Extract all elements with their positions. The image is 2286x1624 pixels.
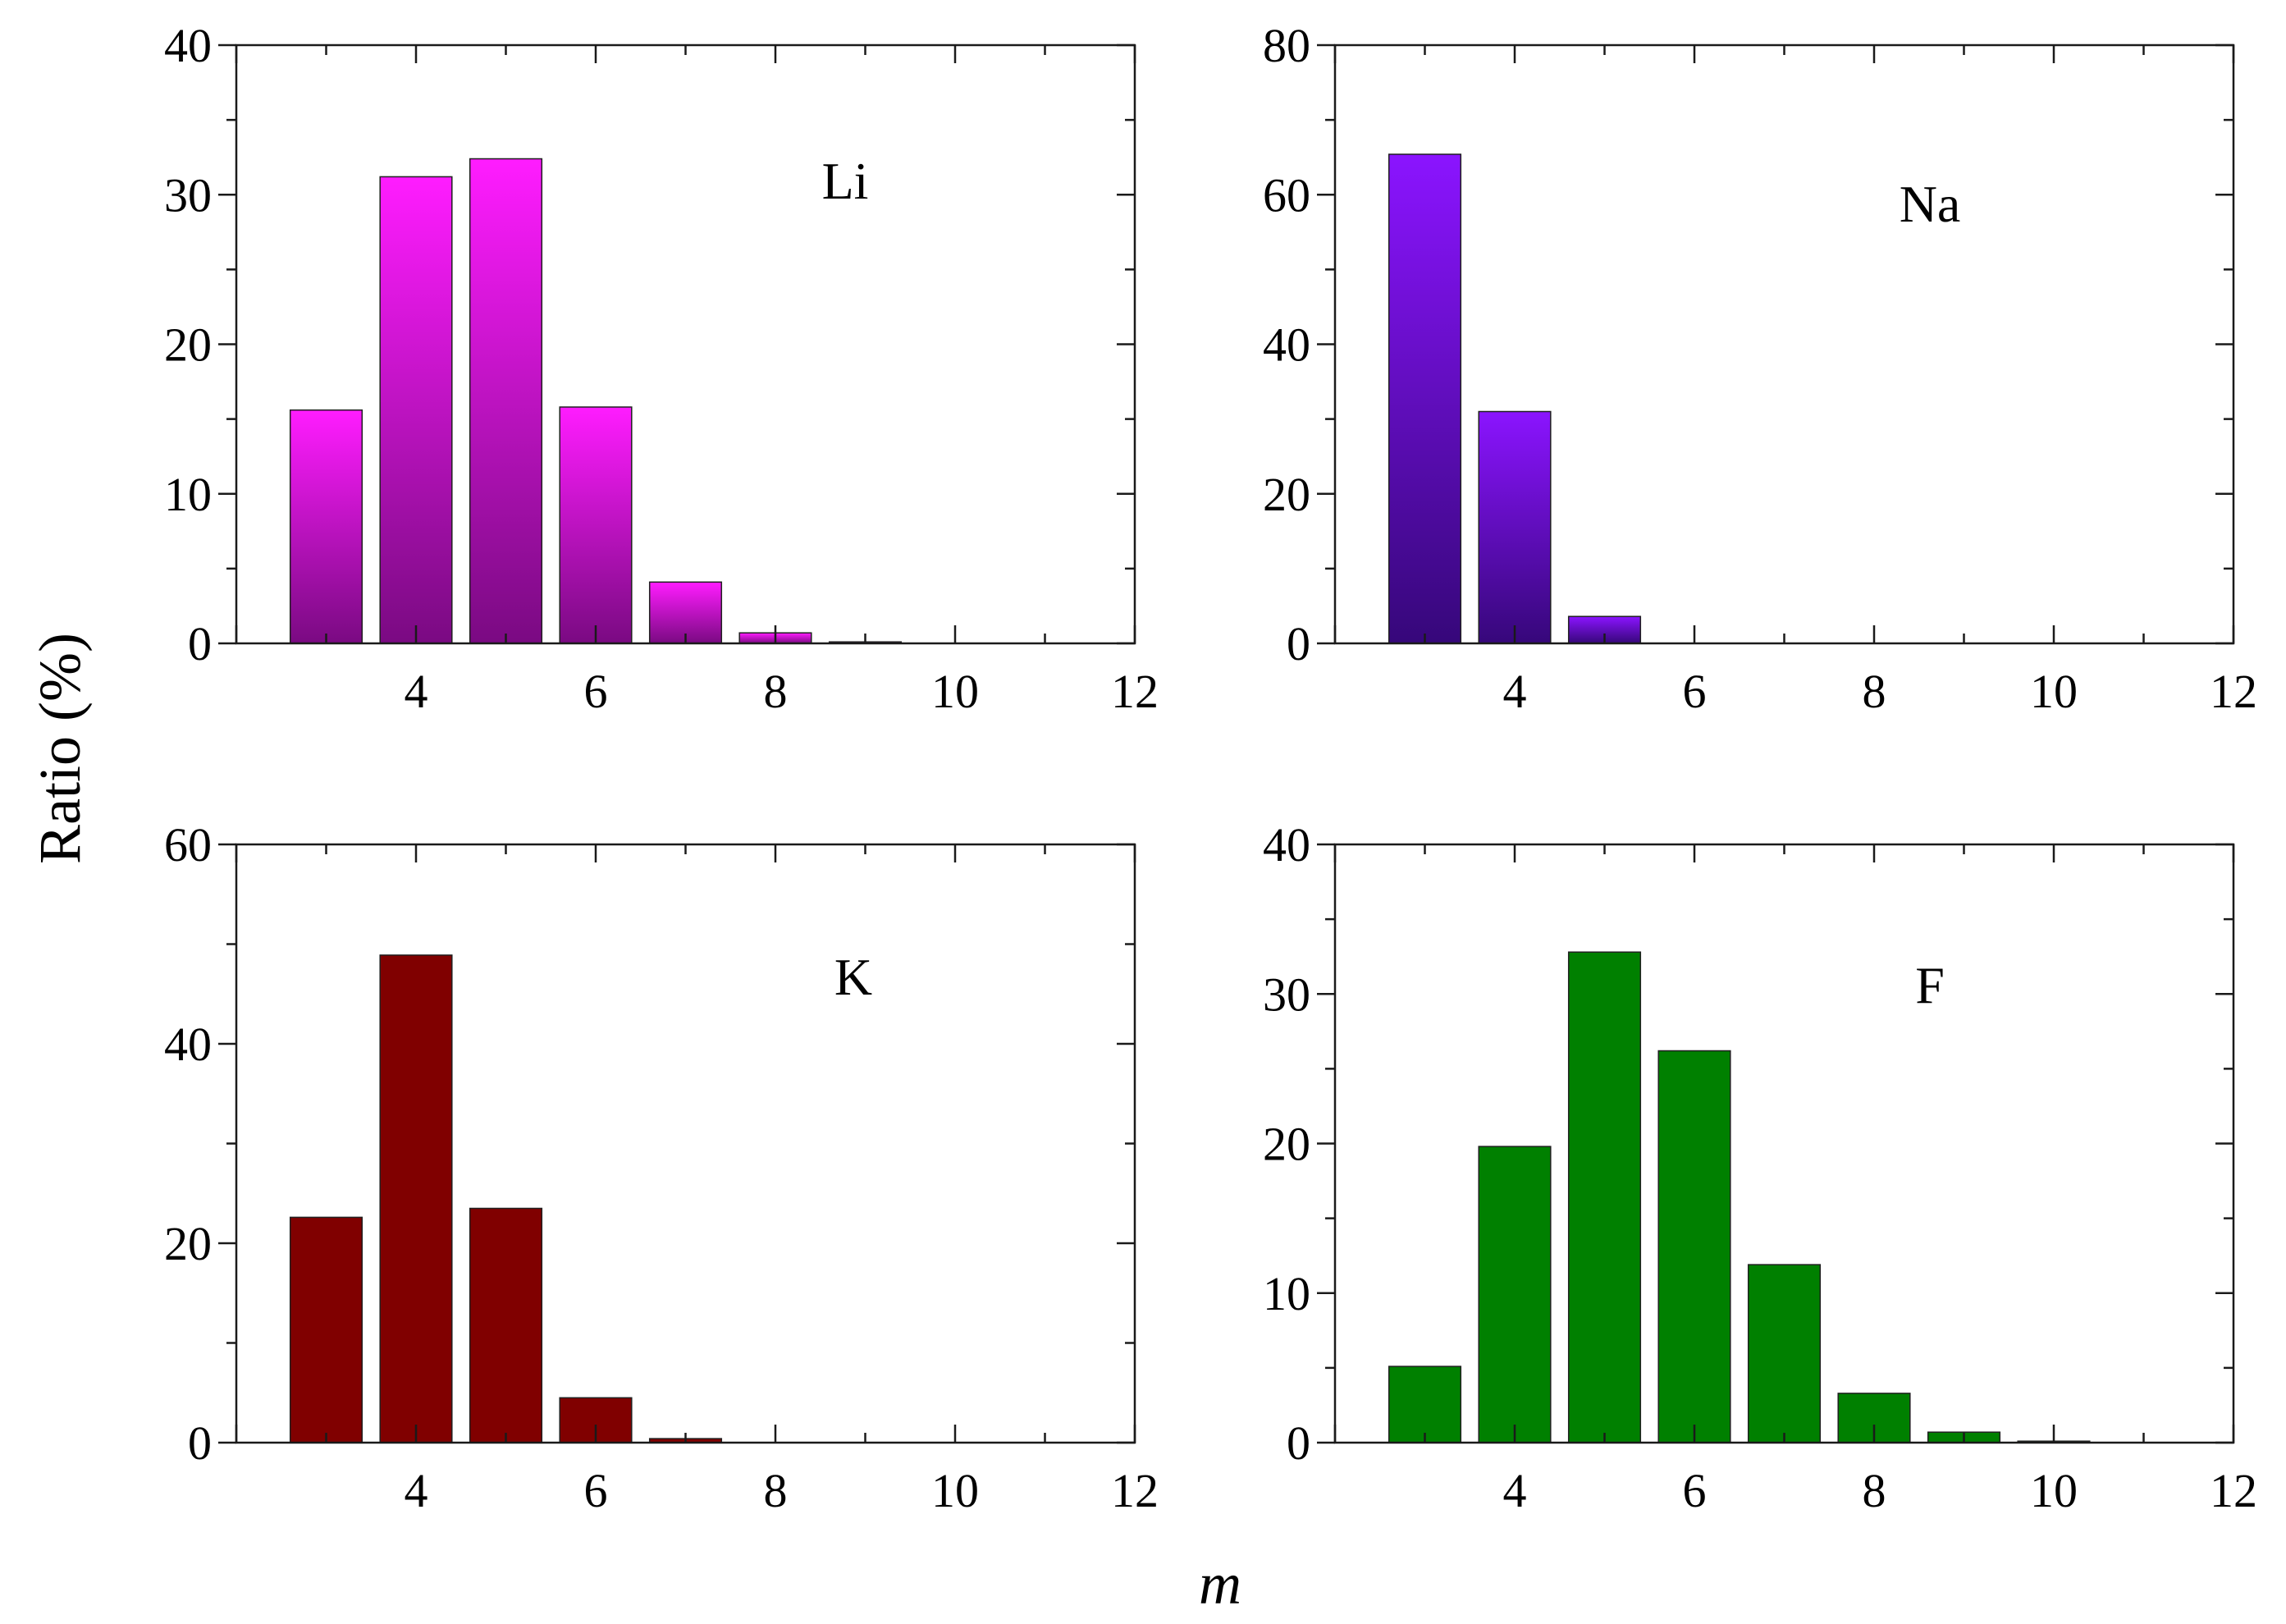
plot-frame xyxy=(235,843,1136,1444)
y-tick-label: 40 xyxy=(1263,818,1310,871)
x-tick-label: 6 xyxy=(584,1464,608,1517)
chart-panel-na: 4 6 8 10 12 0 20 40 60 80 Na xyxy=(1263,19,2257,718)
x-tick-label: 8 xyxy=(764,665,788,718)
bar-k-m3 xyxy=(289,1216,363,1443)
y-tick-label: 40 xyxy=(1263,318,1310,372)
bar-k-m5 xyxy=(469,1207,543,1443)
bar-li-m4 xyxy=(379,176,453,644)
y-tick-label: 20 xyxy=(164,1217,212,1270)
bar-na-m3 xyxy=(1388,153,1462,644)
x-tick-label: 6 xyxy=(584,665,608,718)
figure-y-axis-title: Ratio (%) xyxy=(27,633,93,864)
y-tick-label: 20 xyxy=(1263,1118,1310,1171)
y-tick-label: 0 xyxy=(188,1416,212,1470)
bar-li-m7 xyxy=(648,581,723,644)
x-tick-label: 8 xyxy=(1863,665,1886,718)
panel-label-na: Na xyxy=(1900,175,1961,233)
x-tick-label: 10 xyxy=(931,665,979,718)
panel-label-k: K xyxy=(834,948,872,1006)
x-tick-label: 12 xyxy=(1111,1464,1159,1517)
chart-panel-f: 4 6 8 10 12 0 10 20 30 40 F xyxy=(1263,818,2257,1517)
bar-f-m5 xyxy=(1567,951,1642,1443)
x-tick-label: 8 xyxy=(1863,1464,1886,1517)
panel-label-li: Li xyxy=(822,152,869,210)
x-tick-label: 4 xyxy=(1503,665,1527,718)
panel-label-f: F xyxy=(1915,956,1945,1014)
x-tick-label: 12 xyxy=(1111,665,1159,718)
y-tick-label: 10 xyxy=(1263,1267,1310,1320)
bar-li-m6 xyxy=(559,406,633,644)
x-tick-label: 4 xyxy=(405,665,428,718)
bar-li-m5 xyxy=(469,158,543,644)
x-tick-label: 6 xyxy=(1683,665,1707,718)
bar-f-m7 xyxy=(1747,1264,1822,1443)
y-tick-label: 60 xyxy=(164,818,212,871)
y-tick-label: 30 xyxy=(1263,968,1310,1021)
bar-f-m4 xyxy=(1478,1146,1552,1443)
x-tick-label: 12 xyxy=(2210,665,2257,718)
y-tick-label: 0 xyxy=(1287,617,1310,670)
bar-f-m3 xyxy=(1388,1366,1462,1443)
plot-frame xyxy=(1333,43,2235,645)
y-tick-label: 60 xyxy=(1263,168,1310,222)
figure-x-axis-title: m xyxy=(1199,1551,1241,1617)
x-tick-label: 4 xyxy=(1503,1464,1527,1517)
bar-na-m4 xyxy=(1478,410,1552,644)
x-tick-label: 6 xyxy=(1683,1464,1707,1517)
x-tick-label: 12 xyxy=(2210,1464,2257,1517)
y-tick-label: 20 xyxy=(1263,468,1310,521)
bar-f-m6 xyxy=(1657,1050,1731,1443)
x-tick-label: 10 xyxy=(2030,665,2078,718)
chart-panel-k: 4 6 8 10 12 0 20 40 60 K xyxy=(164,818,1159,1517)
y-tick-label: 40 xyxy=(164,1018,212,1071)
y-tick-label: 0 xyxy=(1287,1416,1310,1470)
x-tick-label: 10 xyxy=(2030,1464,2078,1517)
x-tick-label: 8 xyxy=(764,1464,788,1517)
y-tick-label: 20 xyxy=(164,318,212,372)
bar-li-m3 xyxy=(289,409,363,644)
bar-k-m4 xyxy=(379,954,453,1443)
y-tick-label: 30 xyxy=(164,168,212,222)
x-tick-label: 10 xyxy=(931,1464,979,1517)
y-tick-label: 10 xyxy=(164,468,212,521)
plot-frame xyxy=(235,43,1136,645)
y-tick-label: 80 xyxy=(1263,19,1310,72)
y-tick-label: 0 xyxy=(188,617,212,670)
chart-panel-li: 4 6 8 10 12 0 10 20 30 40 Li xyxy=(164,19,1159,718)
x-tick-label: 4 xyxy=(405,1464,428,1517)
y-tick-label: 40 xyxy=(164,19,212,72)
